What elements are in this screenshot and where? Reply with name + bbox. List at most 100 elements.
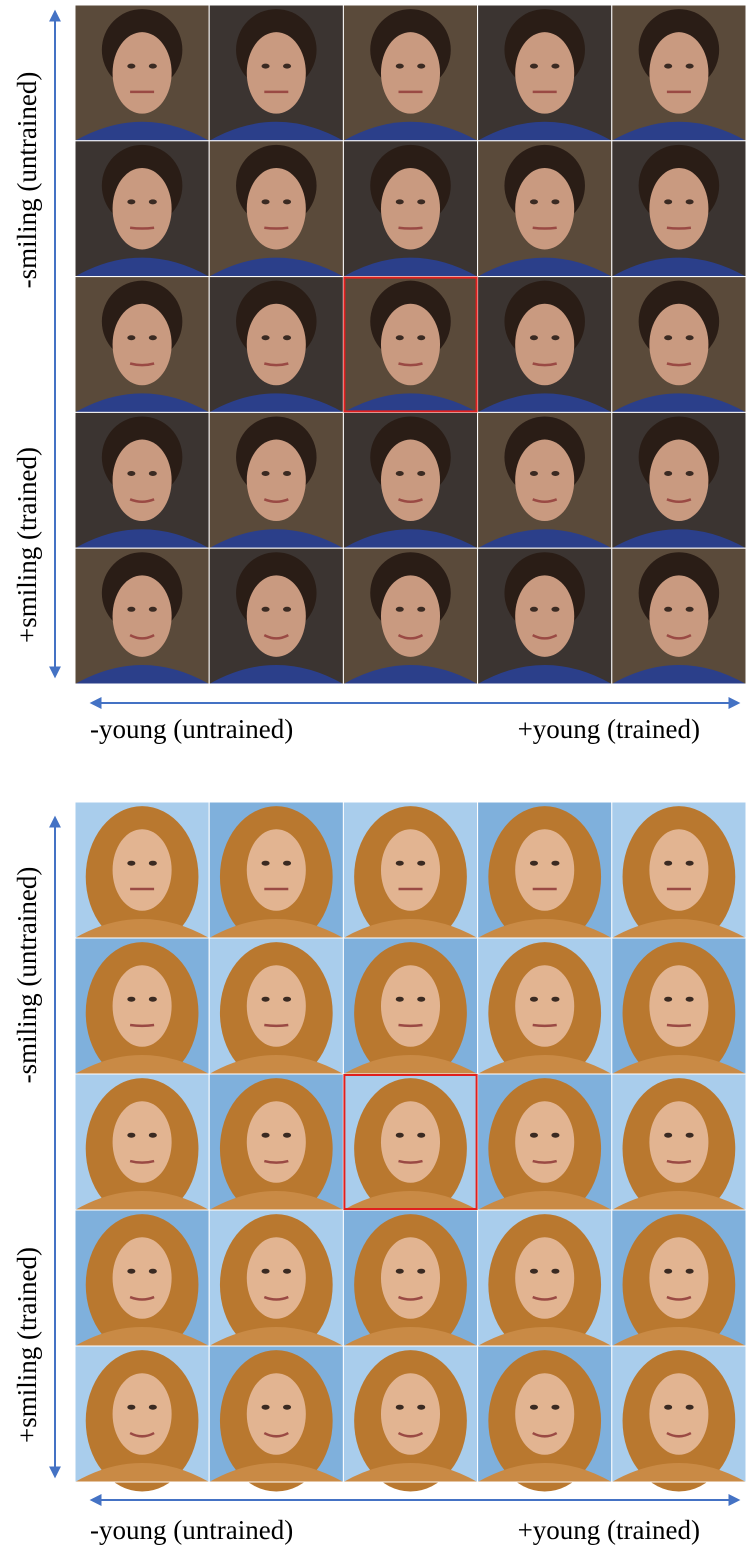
eye <box>395 1132 404 1138</box>
face <box>112 439 172 522</box>
face <box>380 303 441 386</box>
mouth <box>398 362 423 367</box>
eye <box>417 1268 426 1274</box>
eye <box>395 63 404 69</box>
face <box>649 1237 709 1319</box>
x-right-label: +young (trained) <box>518 714 700 744</box>
face-image <box>477 1209 613 1356</box>
mouth <box>532 1023 557 1028</box>
face-image <box>611 140 746 278</box>
mouth <box>263 1159 289 1164</box>
mouth <box>398 1023 423 1028</box>
eye <box>551 606 560 612</box>
face-image <box>208 937 344 1084</box>
shoulders <box>477 1462 612 1482</box>
eye <box>417 860 426 866</box>
eye <box>261 199 270 205</box>
eye <box>529 1268 538 1274</box>
eye <box>551 1132 560 1138</box>
eye <box>417 996 426 1002</box>
eye <box>127 471 136 477</box>
eye <box>148 606 157 612</box>
face-image <box>477 801 613 948</box>
face-image <box>611 801 746 948</box>
eye <box>127 860 136 866</box>
eye <box>529 606 538 612</box>
face <box>515 829 575 911</box>
eye <box>283 1132 292 1138</box>
mouth <box>532 633 558 640</box>
face-image <box>74 801 210 948</box>
mouth <box>397 1431 424 1438</box>
mouth <box>398 498 423 504</box>
face-image <box>208 411 344 549</box>
shoulders <box>611 257 746 277</box>
mouth <box>264 1023 289 1028</box>
eye <box>283 1404 292 1410</box>
eye <box>148 199 157 205</box>
mouth <box>532 1159 558 1164</box>
eye <box>551 199 560 205</box>
eye <box>148 63 157 69</box>
face <box>246 167 306 250</box>
eye <box>395 860 404 866</box>
eye <box>685 335 694 341</box>
shoulders <box>209 257 344 277</box>
face-image <box>74 547 210 685</box>
face-image <box>208 4 344 142</box>
shoulders <box>477 1054 612 1074</box>
face-image <box>342 411 479 549</box>
face-image <box>611 547 746 685</box>
shoulders <box>343 393 478 413</box>
face-image <box>477 4 613 142</box>
face <box>112 575 172 657</box>
shoulders <box>477 257 612 277</box>
face <box>246 1373 306 1455</box>
eye <box>664 1132 673 1138</box>
eye <box>127 1268 136 1274</box>
shoulders <box>343 918 478 938</box>
mouth <box>666 362 692 367</box>
eye <box>529 1132 538 1138</box>
mouth <box>532 1295 558 1301</box>
mouth <box>263 498 289 504</box>
face-image <box>477 140 613 278</box>
face <box>112 829 172 911</box>
eye <box>283 199 292 205</box>
eye <box>529 996 538 1002</box>
face-image <box>477 1073 613 1220</box>
shoulders <box>209 393 344 413</box>
eye <box>395 996 404 1002</box>
eye <box>395 1404 404 1410</box>
face <box>649 303 709 386</box>
shoulders <box>343 529 478 549</box>
face-image <box>342 1073 479 1220</box>
face-image <box>208 140 344 278</box>
eye <box>417 335 426 341</box>
mouth <box>666 498 692 504</box>
shoulders <box>75 393 210 413</box>
eye <box>529 335 538 341</box>
eye <box>283 1268 292 1274</box>
face <box>515 303 575 386</box>
eye <box>283 471 292 477</box>
eye <box>551 996 560 1002</box>
image-grid <box>74 801 746 1492</box>
face <box>515 1237 575 1319</box>
eye <box>261 860 270 866</box>
face <box>515 965 575 1047</box>
shoulders <box>209 529 344 549</box>
eye <box>261 63 270 69</box>
eye <box>127 1404 136 1410</box>
face-image <box>208 1073 344 1220</box>
face-image <box>74 411 210 549</box>
shoulders <box>343 257 478 277</box>
eye <box>685 1132 694 1138</box>
shoulders <box>611 1462 746 1482</box>
eye <box>127 606 136 612</box>
x-left-label: -young (untrained) <box>90 1515 293 1545</box>
shoulders <box>611 393 746 413</box>
shoulders <box>75 664 210 684</box>
mouth <box>666 1431 692 1438</box>
